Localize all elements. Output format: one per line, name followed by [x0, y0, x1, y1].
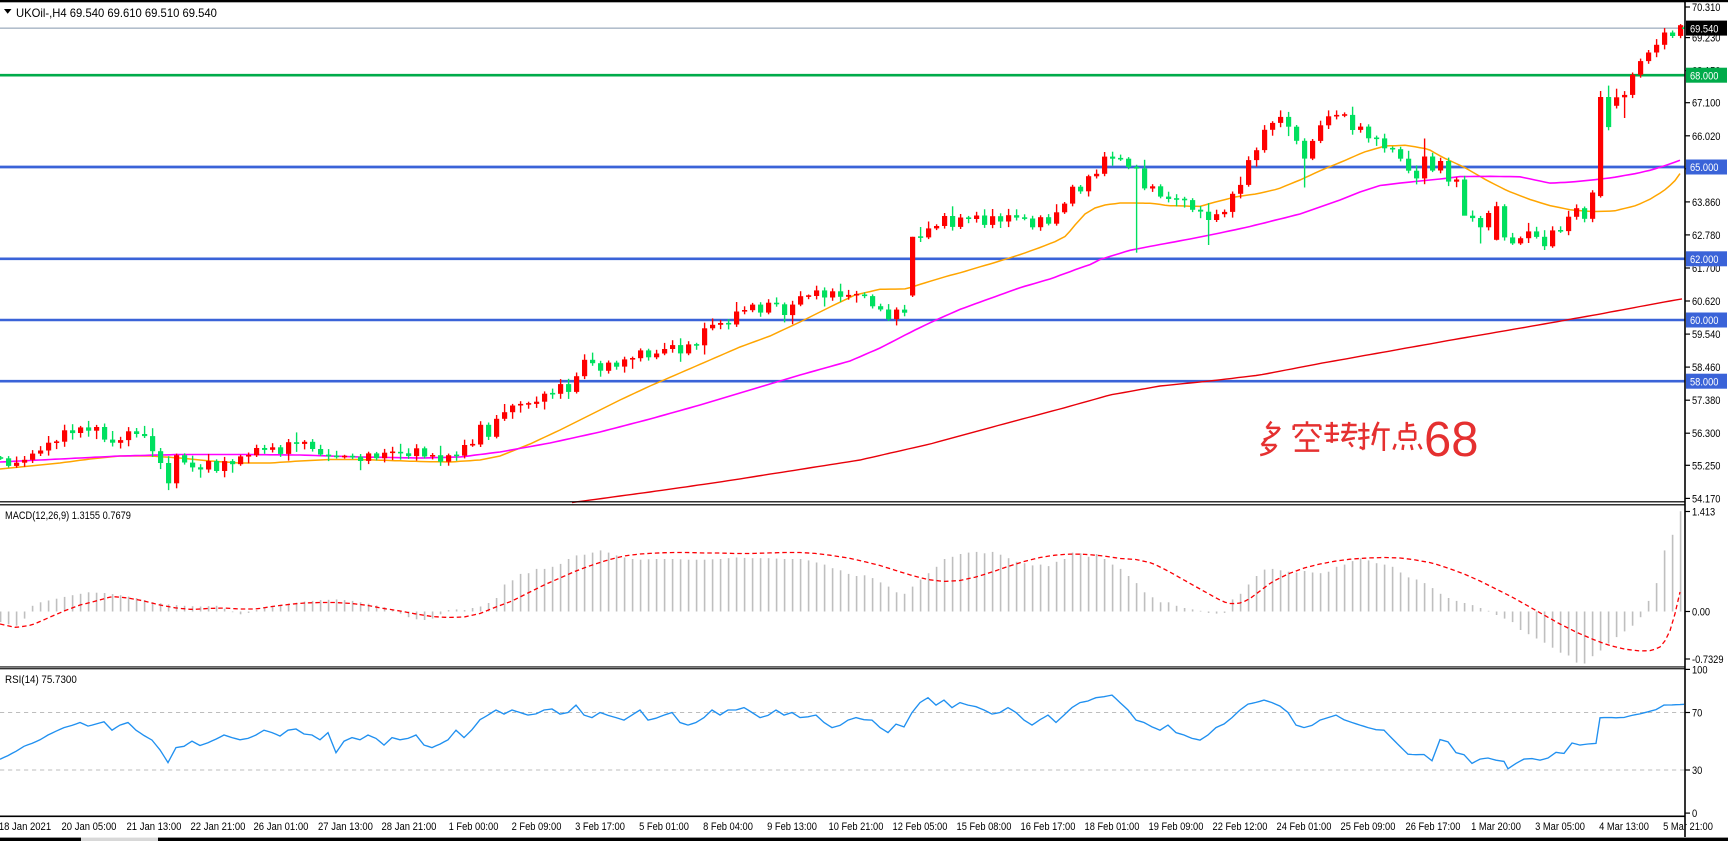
svg-text:60.000: 60.000	[1690, 315, 1718, 327]
svg-text:67.100: 67.100	[1692, 98, 1720, 110]
svg-text:62.780: 62.780	[1692, 230, 1720, 242]
svg-text:10 Feb 21:00: 10 Feb 21:00	[829, 821, 884, 833]
svg-text:57.380: 57.380	[1692, 395, 1720, 407]
svg-text:5 Mar 21:00: 5 Mar 21:00	[1663, 821, 1713, 833]
svg-text:65.000: 65.000	[1690, 162, 1718, 174]
svg-text:58.460: 58.460	[1692, 362, 1720, 374]
svg-text:70.310: 70.310	[1692, 2, 1720, 14]
svg-text:68.000: 68.000	[1690, 70, 1718, 82]
svg-text:12 Feb 05:00: 12 Feb 05:00	[893, 821, 948, 833]
svg-text:70: 70	[1692, 707, 1702, 719]
svg-text:1.413: 1.413	[1692, 507, 1715, 519]
svg-text:26 Feb 17:00: 26 Feb 17:00	[1406, 821, 1461, 833]
svg-text:0: 0	[1692, 808, 1697, 820]
svg-text:4 Mar 13:00: 4 Mar 13:00	[1599, 821, 1649, 833]
svg-text:16 Feb 17:00: 16 Feb 17:00	[1021, 821, 1076, 833]
svg-text:27 Jan 13:00: 27 Jan 13:00	[318, 821, 373, 833]
svg-text:1 Feb 00:00: 1 Feb 00:00	[449, 821, 499, 833]
svg-text:8 Feb 04:00: 8 Feb 04:00	[703, 821, 753, 833]
svg-text:60.620: 60.620	[1692, 296, 1720, 308]
svg-text:62.000: 62.000	[1690, 254, 1718, 266]
svg-text:18 Feb 01:00: 18 Feb 01:00	[1085, 821, 1140, 833]
svg-text:19 Feb 09:00: 19 Feb 09:00	[1149, 821, 1204, 833]
svg-text:15 Feb 08:00: 15 Feb 08:00	[957, 821, 1012, 833]
svg-text:UKOil-,H4 69.540 69.610 69.51: UKOil-,H4 69.540 69.610 69.510 69.540	[16, 6, 217, 20]
svg-text:2 Feb 09:00: 2 Feb 09:00	[512, 821, 562, 833]
svg-text:63.860: 63.860	[1692, 197, 1720, 209]
svg-text:3 Mar 05:00: 3 Mar 05:00	[1535, 821, 1585, 833]
svg-text:54.170: 54.170	[1692, 493, 1720, 505]
svg-text:26 Jan 01:00: 26 Jan 01:00	[254, 821, 309, 833]
svg-text:100: 100	[1692, 664, 1708, 676]
svg-text:5 Feb 01:00: 5 Feb 01:00	[639, 821, 689, 833]
svg-text:RSI(14) 75.7300: RSI(14) 75.7300	[5, 674, 77, 686]
svg-text:24 Feb 01:00: 24 Feb 01:00	[1277, 821, 1332, 833]
svg-text:22 Feb 12:00: 22 Feb 12:00	[1213, 821, 1268, 833]
svg-text:28 Jan 21:00: 28 Jan 21:00	[382, 821, 437, 833]
svg-text:20 Jan 05:00: 20 Jan 05:00	[62, 821, 117, 833]
svg-text:58.000: 58.000	[1690, 376, 1718, 388]
svg-text:MACD(12,26,9) 1.3155 0.7679: MACD(12,26,9) 1.3155 0.7679	[5, 510, 131, 522]
svg-text:21 Jan 13:00: 21 Jan 13:00	[127, 821, 182, 833]
svg-text:0.00: 0.00	[1692, 607, 1710, 619]
svg-text:56.300: 56.300	[1692, 428, 1720, 440]
svg-text:3 Feb 17:00: 3 Feb 17:00	[575, 821, 625, 833]
svg-text:1 Mar 20:00: 1 Mar 20:00	[1471, 821, 1521, 833]
svg-text:22 Jan 21:00: 22 Jan 21:00	[191, 821, 246, 833]
svg-text:69.540: 69.540	[1690, 23, 1718, 35]
svg-text:55.250: 55.250	[1692, 460, 1720, 472]
svg-text:59.540: 59.540	[1692, 329, 1720, 341]
svg-text:68: 68	[1424, 413, 1479, 467]
svg-text:30: 30	[1692, 765, 1702, 777]
svg-text:18 Jan 2021: 18 Jan 2021	[0, 821, 51, 833]
svg-text:66.020: 66.020	[1692, 131, 1720, 143]
svg-text:25 Feb 09:00: 25 Feb 09:00	[1341, 821, 1396, 833]
svg-text:9 Feb 13:00: 9 Feb 13:00	[767, 821, 817, 833]
svg-text:-0.7329: -0.7329	[1692, 654, 1724, 666]
